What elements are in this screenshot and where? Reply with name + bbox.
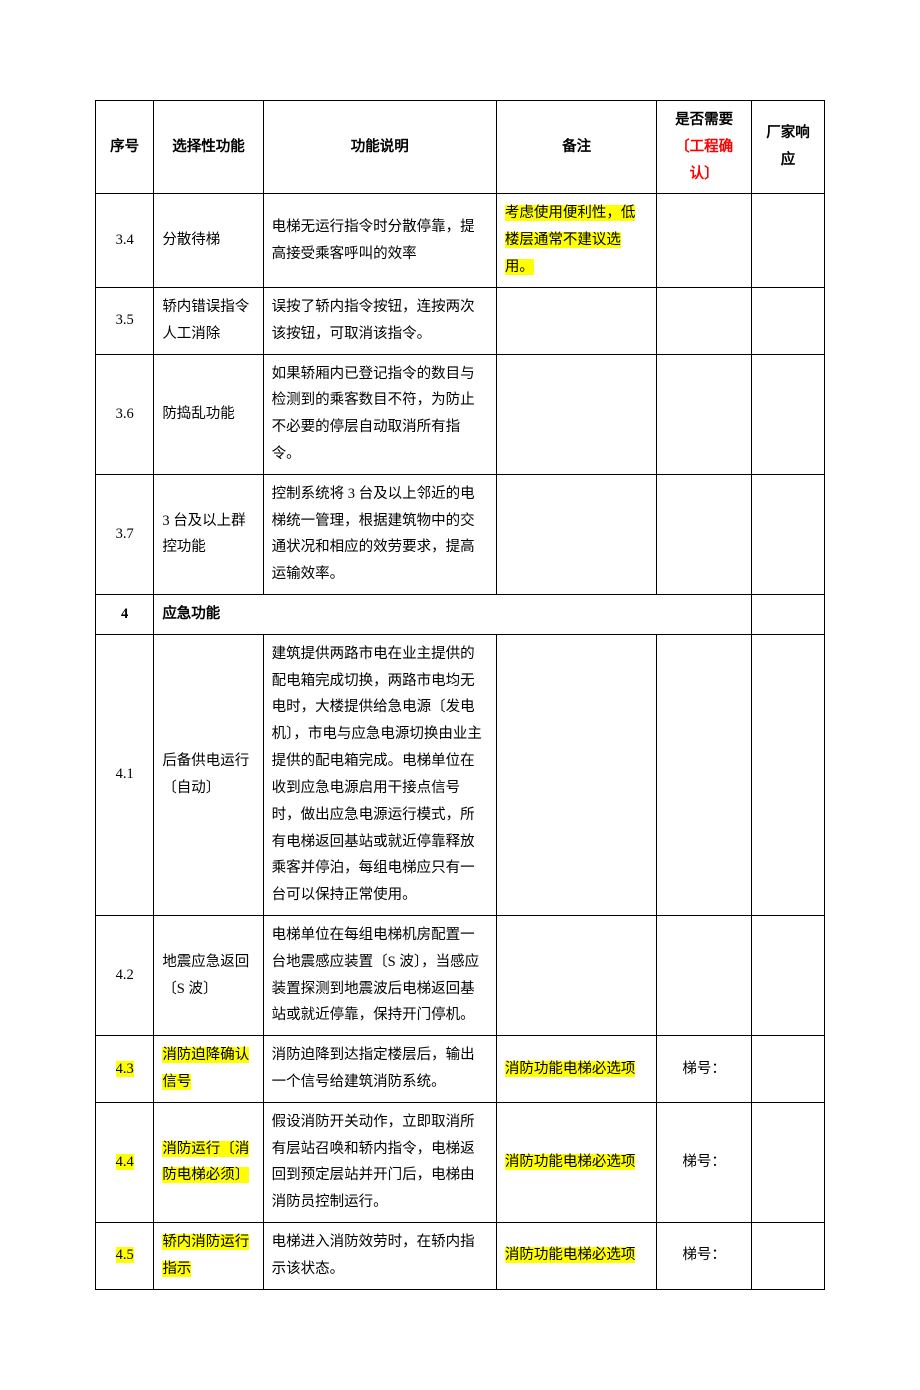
table-section-row: 4 应急功能	[96, 595, 825, 635]
note-highlight: 消防功能电梯必选项	[505, 1061, 636, 1077]
cell-func: 防捣乱功能	[154, 354, 263, 474]
cell-vendor	[752, 634, 825, 915]
cell-confirm	[657, 915, 752, 1035]
cell-confirm: 梯号：	[657, 1036, 752, 1103]
header-note: 备注	[496, 101, 656, 194]
func-highlight: 消防迫降确认信号	[162, 1047, 249, 1090]
cell-confirm	[657, 634, 752, 915]
cell-vendor	[752, 354, 825, 474]
cell-vendor	[752, 915, 825, 1035]
table-row: 3.7 3 台及以上群控功能 控制系统将 3 台及以上邻近的电梯统一管理，根据建…	[96, 474, 825, 594]
table-row: 4.2 地震应急返回〔S 波〕 电梯单位在每组电梯机房配置一台地震感应装置〔S …	[96, 915, 825, 1035]
table-row: 3.5 轿内错误指令人工消除 误按了轿内指令按钮，连按两次该按钮，可取消该指令。	[96, 287, 825, 354]
header-desc: 功能说明	[263, 101, 496, 194]
cell-seq: 4.3	[96, 1036, 154, 1103]
table-header-row: 序号 选择性功能 功能说明 备注 是否需要 〔工程确认〕 厂家响应	[96, 101, 825, 194]
cell-confirm	[657, 194, 752, 287]
cell-desc: 假设消防开关动作，立即取消所有层站召唤和轿内指令，电梯返回到预定层站并开门后，电…	[263, 1102, 496, 1222]
cell-vendor	[752, 287, 825, 354]
cell-vendor	[752, 474, 825, 594]
note-highlight: 消防功能电梯必选项	[505, 1154, 636, 1170]
cell-note	[496, 354, 656, 474]
note-highlight: 消防功能电梯必选项	[505, 1247, 636, 1263]
func-highlight: 消防运行〔消防电梯必须〕	[162, 1141, 249, 1184]
seq-highlight: 4.4	[116, 1154, 134, 1170]
cell-func: 后备供电运行〔自动〕	[154, 634, 263, 915]
cell-seq: 4.2	[96, 915, 154, 1035]
cell-note	[496, 287, 656, 354]
func-highlight: 轿内消防运行指示	[162, 1234, 249, 1277]
header-confirm-highlight: 〔工程确认〕	[675, 139, 733, 182]
cell-note: 消防功能电梯必选项	[496, 1036, 656, 1103]
cell-note: 消防功能电梯必选项	[496, 1223, 656, 1290]
note-highlight: 考虑使用便利性，低楼层通常不建议选用。	[505, 205, 636, 275]
cell-desc: 消防迫降到达指定楼层后，输出一个信号给建筑消防系统。	[263, 1036, 496, 1103]
cell-seq: 4.1	[96, 634, 154, 915]
table-row: 4.4 消防运行〔消防电梯必须〕 假设消防开关动作，立即取消所有层站召唤和轿内指…	[96, 1102, 825, 1222]
cell-seq: 3.7	[96, 474, 154, 594]
cell-func: 轿内消防运行指示	[154, 1223, 263, 1290]
section-label: 应急功能	[154, 595, 752, 635]
cell-note: 考虑使用便利性，低楼层通常不建议选用。	[496, 194, 656, 287]
cell-note	[496, 634, 656, 915]
cell-desc: 控制系统将 3 台及以上邻近的电梯统一管理，根据建筑物中的交通状况和相应的效劳要…	[263, 474, 496, 594]
cell-vendor	[752, 1223, 825, 1290]
cell-seq: 3.6	[96, 354, 154, 474]
cell-func: 3 台及以上群控功能	[154, 474, 263, 594]
cell-seq: 4.4	[96, 1102, 154, 1222]
header-seq: 序号	[96, 101, 154, 194]
cell-desc: 建筑提供两路市电在业主提供的配电箱完成切换，两路市电均无电时，大楼提供给急电源〔…	[263, 634, 496, 915]
cell-func: 分散待梯	[154, 194, 263, 287]
cell-confirm	[657, 354, 752, 474]
cell-desc: 电梯无运行指令时分散停靠，提高接受乘客呼叫的效率	[263, 194, 496, 287]
cell-func: 地震应急返回〔S 波〕	[154, 915, 263, 1035]
header-confirm-prefix: 是否需要	[675, 112, 733, 128]
table-row: 4.1 后备供电运行〔自动〕 建筑提供两路市电在业主提供的配电箱完成切换，两路市…	[96, 634, 825, 915]
table-row: 3.6 防捣乱功能 如果轿厢内已登记指令的数目与检测到的乘客数目不符，为防止不必…	[96, 354, 825, 474]
cell-func: 消防迫降确认信号	[154, 1036, 263, 1103]
cell-desc: 如果轿厢内已登记指令的数目与检测到的乘客数目不符，为防止不必要的停层自动取消所有…	[263, 354, 496, 474]
function-spec-table: 序号 选择性功能 功能说明 备注 是否需要 〔工程确认〕 厂家响应 3.4 分散…	[95, 100, 825, 1290]
table-row: 4.5 轿内消防运行指示 电梯进入消防效劳时，在轿内指示该状态。 消防功能电梯必…	[96, 1223, 825, 1290]
cell-vendor	[752, 1036, 825, 1103]
cell-note	[496, 915, 656, 1035]
cell-seq: 3.4	[96, 194, 154, 287]
header-vendor: 厂家响应	[752, 101, 825, 194]
cell-func: 消防运行〔消防电梯必须〕	[154, 1102, 263, 1222]
cell-vendor	[752, 1102, 825, 1222]
table-body: 3.4 分散待梯 电梯无运行指令时分散停靠，提高接受乘客呼叫的效率 考虑使用便利…	[96, 194, 825, 1289]
header-confirm: 是否需要 〔工程确认〕	[657, 101, 752, 194]
cell-seq: 3.5	[96, 287, 154, 354]
cell-func: 轿内错误指令人工消除	[154, 287, 263, 354]
table-row: 4.3 消防迫降确认信号 消防迫降到达指定楼层后，输出一个信号给建筑消防系统。 …	[96, 1036, 825, 1103]
cell-seq: 4.5	[96, 1223, 154, 1290]
seq-highlight: 4.3	[116, 1061, 134, 1077]
cell-confirm	[657, 474, 752, 594]
cell-desc: 电梯单位在每组电梯机房配置一台地震感应装置〔S 波〕，当感应装置探测到地震波后电…	[263, 915, 496, 1035]
cell-desc: 误按了轿内指令按钮，连按两次该按钮，可取消该指令。	[263, 287, 496, 354]
section-seq: 4	[96, 595, 154, 635]
cell-vendor	[752, 194, 825, 287]
table-row: 3.4 分散待梯 电梯无运行指令时分散停靠，提高接受乘客呼叫的效率 考虑使用便利…	[96, 194, 825, 287]
cell-note	[496, 474, 656, 594]
seq-highlight: 4.5	[116, 1247, 134, 1263]
cell-vendor	[752, 595, 825, 635]
header-func: 选择性功能	[154, 101, 263, 194]
cell-note: 消防功能电梯必选项	[496, 1102, 656, 1222]
cell-confirm: 梯号：	[657, 1223, 752, 1290]
cell-desc: 电梯进入消防效劳时，在轿内指示该状态。	[263, 1223, 496, 1290]
cell-confirm	[657, 287, 752, 354]
cell-confirm: 梯号：	[657, 1102, 752, 1222]
